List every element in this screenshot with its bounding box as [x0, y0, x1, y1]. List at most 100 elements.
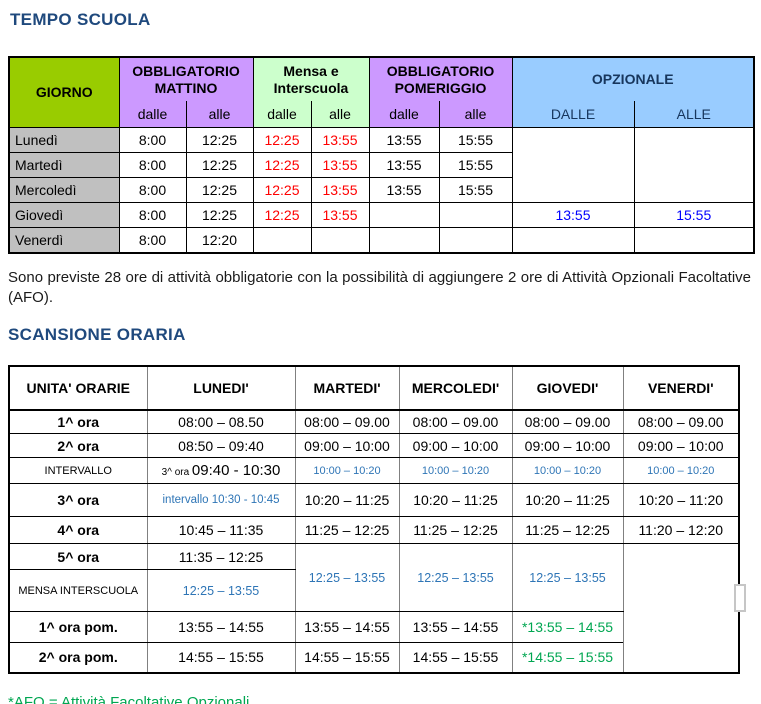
header-lunedi: LUNEDI'	[146, 365, 296, 411]
time-cell: 13:55 – 14:55	[294, 611, 400, 643]
time-cell-mensa: 12:25	[252, 127, 312, 153]
subheader-mensa-dalle: dalle	[252, 100, 312, 128]
time-cell-blue: 10:00 – 10:20	[511, 457, 624, 484]
time-cell: 09:00 – 10:00	[294, 433, 400, 458]
scansione-oraria-table: UNITA' ORARIE LUNEDI' MARTEDI' MERCOLEDI…	[8, 364, 740, 674]
time-cell-empty	[252, 227, 312, 254]
subheader-opzionale-dalle: DALLE	[511, 100, 635, 128]
time-cell: 12:25	[185, 152, 254, 178]
table-resize-handle[interactable]	[734, 584, 746, 612]
t2-row-2-ora-pom: 2^ ora pom. 14:55 – 15:55 14:55 – 15:55 …	[8, 642, 739, 673]
time-cell: 11:25 – 12:25	[511, 516, 624, 544]
header-obbligatorio-mattino: OBBLIGATORIO MATTINO	[118, 56, 254, 101]
time-cell: 10:20 – 11:25	[294, 483, 400, 517]
row-label-mensa-interscuola: MENSA INTERSCUOLA	[8, 569, 148, 612]
intervallo-time: 09:40 - 10:30	[191, 462, 281, 479]
t1-row-martedi: Martedì 8:00 12:25 12:25 13:55 13:55 15:…	[8, 152, 754, 178]
time-cell-opzionale: 13:55	[511, 202, 635, 228]
intro-paragraph: Sono previste 28 ore di attività obbliga…	[8, 269, 751, 307]
afo-footnote: *AFO = Attività Facoltative Opzionali	[8, 693, 250, 704]
venerdi-empty-merged-cell	[622, 543, 740, 673]
time-cell-blue: 10:00 – 10:20	[398, 457, 513, 484]
row-label: 5^ ora	[8, 543, 148, 570]
day-cell: Giovedì	[8, 202, 120, 228]
mensa-merged-cell: 12:25 – 13:55	[511, 543, 624, 612]
time-cell: 12:25	[185, 202, 254, 228]
time-cell: 8:00	[118, 127, 187, 153]
tempo-scuola-table: GIORNO OBBLIGATORIO MATTINO Mensa e Inte…	[8, 56, 755, 254]
header-giorno: GIORNO	[8, 56, 120, 128]
time-cell-empty	[310, 227, 370, 254]
mensa-lunedi-cell: 12:25 – 13:55	[146, 569, 296, 612]
time-cell: 8:00	[118, 227, 187, 254]
header-mensa-interscuola: Mensa e Interscuola	[252, 56, 370, 101]
time-cell: 14:55 – 15:55	[398, 642, 513, 673]
time-cell: 10:20 – 11:20	[622, 483, 740, 517]
t2-row-3-ora: 3^ ora intervallo 10:30 - 10:45 10:20 – …	[8, 483, 740, 517]
t1-row-mercoledi: Mercoledì 8:00 12:25 12:25 13:55 13:55 1…	[8, 177, 754, 203]
time-cell: 11:25 – 12:25	[294, 516, 400, 544]
time-cell: 15:55	[438, 177, 513, 203]
time-cell: 14:55 – 15:55	[146, 642, 296, 673]
time-cell: 08:50 – 09:40	[146, 433, 296, 458]
subheader-mattino-alle: alle	[185, 100, 254, 128]
time-cell-blue: 10:00 – 10:20	[294, 457, 400, 484]
t2-row-1-ora-pom: 1^ ora pom. 13:55 – 14:55 13:55 – 14:55 …	[8, 611, 739, 643]
time-cell: 08:00 – 08.50	[146, 409, 296, 434]
time-cell-empty	[633, 227, 755, 254]
header-venerdi: VENERDI'	[622, 365, 740, 411]
time-cell-empty	[368, 227, 440, 254]
time-cell-mensa: 12:25	[252, 202, 312, 228]
time-cell: 08:00 – 09.00	[511, 409, 624, 434]
time-cell: 8:00	[118, 177, 187, 203]
time-cell: 11:35 – 12:25	[146, 543, 296, 570]
row-label: 3^ ora	[8, 483, 148, 517]
row-label: 2^ ora pom.	[8, 642, 148, 673]
row-label: 1^ ora	[8, 409, 148, 434]
page-title-tempo-scuola: TEMPO SCUOLA	[10, 10, 151, 29]
time-cell: 13:55	[368, 127, 440, 153]
time-cell: 09:00 – 10:00	[398, 433, 513, 458]
page-title-scansione-oraria: SCANSIONE ORARIA	[8, 324, 186, 344]
time-cell: 09:00 – 10:00	[511, 433, 624, 458]
time-cell: 15:55	[438, 127, 513, 153]
day-cell: Lunedì	[8, 127, 120, 153]
time-cell: 10:20 – 11:25	[398, 483, 513, 517]
time-cell: 8:00	[118, 152, 187, 178]
time-cell: 08:00 – 09.00	[622, 409, 740, 434]
time-cell-afo: *14:55 – 15:55	[511, 642, 624, 673]
time-cell-opzionale: 15:55	[633, 202, 755, 228]
time-cell: 11:25 – 12:25	[398, 516, 513, 544]
time-cell: 10:20 – 11:25	[511, 483, 624, 517]
time-cell: 13:55 – 14:55	[146, 611, 296, 643]
time-cell: 14:55 – 15:55	[294, 642, 400, 673]
time-cell: 09:00 – 10:00	[622, 433, 740, 458]
time-cell: 10:45 – 11:35	[146, 516, 296, 544]
row-label: 1^ ora pom.	[8, 611, 148, 643]
time-cell-mensa: 13:55	[310, 127, 370, 153]
t1-row-lunedi: Lunedì 8:00 12:25 12:25 13:55 13:55 15:5…	[8, 127, 755, 203]
t2-row-2-ora: 2^ ora 08:50 – 09:40 09:00 – 10:00 09:00…	[8, 433, 740, 458]
time-cell-mensa: 13:55	[310, 202, 370, 228]
time-cell-empty	[438, 227, 513, 254]
row-label: 4^ ora	[8, 516, 148, 544]
header-unita-orarie: UNITA' ORARIE	[8, 365, 148, 411]
t1-row-giovedi: Giovedì 8:00 12:25 12:25 13:55 13:55 15:…	[8, 202, 755, 228]
header-giovedi: GIOVEDI'	[511, 365, 624, 411]
opzionale-empty-alle	[633, 127, 755, 203]
intervallo-lunedi-cell: 3^ ora 09:40 - 10:30	[146, 457, 296, 484]
mensa-merged-cell: 12:25 – 13:55	[398, 543, 513, 612]
t2-row-mensa-interscuola: MENSA INTERSCUOLA 12:25 – 13:55	[8, 569, 739, 612]
time-cell-afo: *13:55 – 14:55	[511, 611, 624, 643]
header-martedi: MARTEDI'	[294, 365, 400, 411]
time-cell: 15:55	[438, 152, 513, 178]
intervallo-note-cell: intervallo 10:30 - 10:45	[146, 483, 296, 517]
t1-header-row-1: GIORNO OBBLIGATORIO MATTINO Mensa e Inte…	[8, 56, 755, 128]
t2-row-5-ora: 5^ ora 11:35 – 12:25 12:25 – 13:55 12:25…	[8, 543, 740, 673]
time-cell: 13:55	[368, 177, 440, 203]
row-label-intervallo: INTERVALLO	[8, 457, 148, 484]
t1-row-venerdi: Venerdì 8:00 12:20	[8, 227, 755, 254]
header-obbligatorio-pomeriggio: OBBLIGATORIO POMERIGGIO	[368, 56, 513, 101]
time-cell-mensa: 12:25	[252, 152, 312, 178]
